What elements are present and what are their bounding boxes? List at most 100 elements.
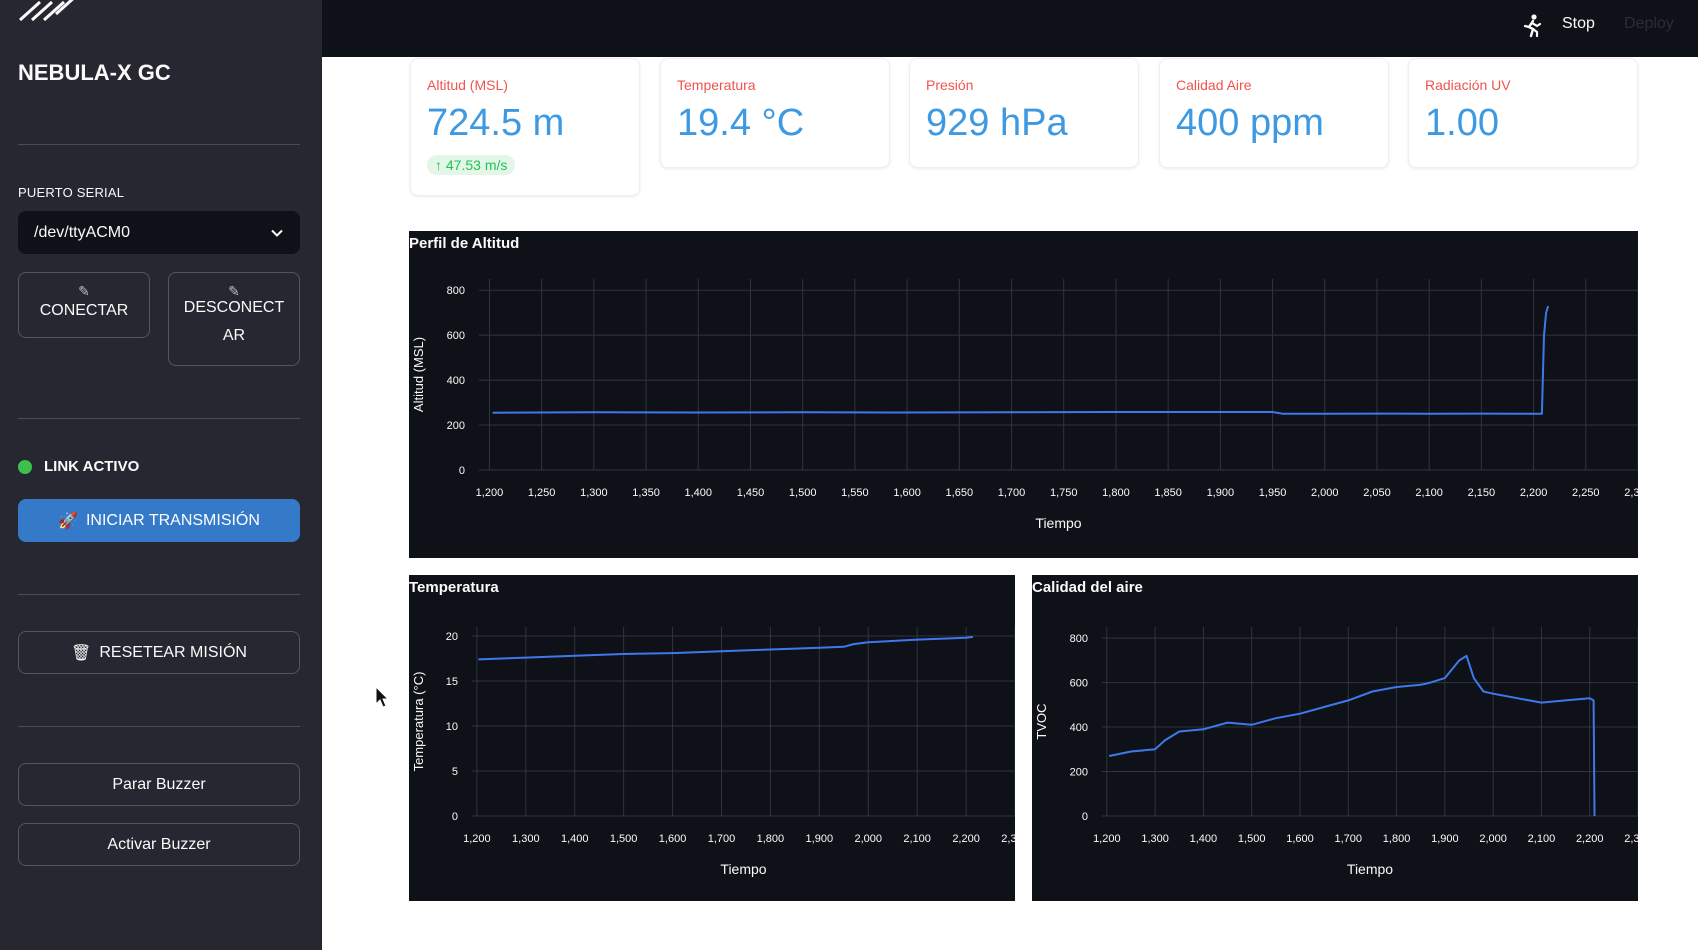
air-quality-chart-plot: 1,200 1,300 1,400 1,500 1,600 1,700 1,800 1,900… <box>1034 627 1638 877</box>
metric-delta: ↑ 47.53 m/s <box>427 155 516 175</box>
plug-icon: ✎ <box>228 283 240 299</box>
rocket-icon: 🚀 <box>58 512 78 530</box>
x-tick-label: 1,450 <box>737 487 765 499</box>
metric-label: Calidad Aire <box>1176 77 1252 93</box>
activate-buzzer-label: Activar Buzzer <box>107 835 211 853</box>
altitude-chart: Perfil de Altitud 1,200 1,250 1,300 1,350 1,… <box>409 231 1638 558</box>
divider <box>18 144 300 145</box>
x-tick-label: 1,350 <box>632 487 660 499</box>
temperature-chart: Temperatura 1,200 1,300 1,400 1,500 1,600 1,7… <box>409 575 1015 901</box>
x-axis-label: Tiempo <box>720 861 766 877</box>
series-line <box>1108 654 1596 817</box>
activate-buzzer-button[interactable]: Activar Buzzer <box>18 823 300 866</box>
x-tick-label: 1,700 <box>1335 833 1363 845</box>
x-tick-label: 1,600 <box>893 487 921 499</box>
metric-value: 1.00 <box>1425 102 1499 144</box>
divider <box>18 418 300 419</box>
start-transmission-label: INICIAR TRANSMISIÓN <box>85 511 260 529</box>
x-tick-label: 1,200 <box>463 833 491 845</box>
air-quality-chart: Calidad del aire 1,200 1,300 1,400 1,500 1,6… <box>1032 575 1638 901</box>
x-tick-label: 1,850 <box>1154 487 1182 499</box>
y-tick-label: 600 <box>1070 678 1088 690</box>
x-tick-label: 1,950 <box>1259 487 1287 499</box>
trash-icon: 🗑 <box>71 644 92 662</box>
y-tick-label: 15 <box>446 676 458 688</box>
x-tick-label: 1,300 <box>1141 833 1169 845</box>
x-tick-label: 2,200 <box>1576 833 1604 845</box>
metric-card-air-quality: Calidad Aire 400 ppm <box>1159 58 1389 168</box>
y-tick-label: 800 <box>447 285 465 297</box>
metric-label: Presión <box>926 77 974 93</box>
reset-mission-button[interactable]: 🗑 RESETEAR MISIÓN <box>18 631 300 674</box>
x-tick-label: 1,800 <box>1102 487 1130 499</box>
x-tick-label: 1,900 <box>806 833 834 845</box>
x-tick-label: 1,650 <box>946 487 974 499</box>
serial-port-label: PUERTO SERIAL <box>18 185 125 200</box>
x-tick-label: 1,600 <box>1286 833 1314 845</box>
x-tick-label: 2,100 <box>1415 487 1443 499</box>
x-tick-label: 1,550 <box>841 487 869 499</box>
connect-button-label: CONECTAR <box>39 302 129 319</box>
y-axis-label: Altitud (MSL) <box>411 337 426 412</box>
connect-button[interactable]: ✎ CONECTAR <box>18 272 150 338</box>
deploy-button[interactable]: Deploy <box>1624 15 1674 32</box>
disconnect-button-label: DESCONECTAR <box>183 299 285 344</box>
x-tick-label: 1,500 <box>1238 833 1266 845</box>
link-status: LINK ACTIVO <box>18 458 139 475</box>
y-tick-label: 800 <box>1070 633 1088 645</box>
logo-icon <box>18 0 74 22</box>
start-transmission-button[interactable]: 🚀 INICIAR TRANSMISIÓN <box>18 499 300 542</box>
x-tick-label: 1,400 <box>1190 833 1218 845</box>
y-tick-label: 5 <box>452 766 458 778</box>
metric-value: 929 hPa <box>926 102 1068 144</box>
series-line <box>492 305 1550 415</box>
x-tick-label: 1,200 <box>1093 833 1121 845</box>
series-line <box>478 635 974 661</box>
x-tick-label: 2,000 <box>1479 833 1507 845</box>
x-tick-label: 2,100 <box>1528 833 1556 845</box>
metric-label: Temperatura <box>677 77 756 93</box>
x-tick-label: 1,200 <box>476 487 504 499</box>
temperature-chart-plot: 1,200 1,300 1,400 1,500 1,600 1,700 1,800 1,900… <box>411 627 1015 877</box>
x-tick-label: 1,750 <box>1050 487 1078 499</box>
stop-button[interactable]: Stop <box>1562 15 1595 32</box>
x-tick-label: 1,900 <box>1207 487 1235 499</box>
stop-buzzer-label: Parar Buzzer <box>112 775 206 793</box>
x-axis-label: Tiempo <box>1035 515 1081 531</box>
y-tick-label: 200 <box>1070 767 1088 779</box>
metric-card-altitude: Altitud (MSL) 724.5 m ↑ 47.53 m/s <box>410 58 640 196</box>
x-tick-label: 2,200 <box>952 833 980 845</box>
metric-value: 724.5 m <box>427 102 565 144</box>
altitude-chart-plot: 1,200 1,250 1,300 1,350 1,400 1,450 1,500 1,550… <box>411 279 1638 531</box>
y-tick-label: 0 <box>1082 811 1088 823</box>
y-tick-label: 200 <box>447 420 465 432</box>
x-tick-label: 1,500 <box>789 487 817 499</box>
y-tick-label: 0 <box>459 465 465 477</box>
sidebar: NEBULA-X GC PUERTO SERIAL /dev/ttyACM0 ✎… <box>0 0 322 950</box>
metric-label: Radiación UV <box>1425 77 1511 93</box>
link-status-label: LINK ACTIVO <box>44 458 140 475</box>
serial-port-value: /dev/ttyACM0 <box>34 223 131 241</box>
serial-port-select[interactable]: /dev/ttyACM0 <box>18 211 300 254</box>
metric-card-pressure: Presión 929 hPa <box>909 58 1139 168</box>
reset-mission-label: RESETEAR MISIÓN <box>99 643 247 661</box>
metric-value: 19.4 °C <box>677 102 805 144</box>
y-axis-label: Temperatura (°C) <box>411 672 426 772</box>
x-tick-label: 2,300 <box>1001 833 1015 845</box>
x-tick-label: 1,600 <box>659 833 687 845</box>
chart-title: Perfil de Altitud <box>409 235 520 252</box>
chart-title: Temperatura <box>409 579 499 596</box>
x-tick-label: 2,300 <box>1624 833 1638 845</box>
x-tick-label: 1,400 <box>685 487 713 499</box>
chevron-down-icon <box>271 229 283 237</box>
x-tick-label: 1,700 <box>708 833 736 845</box>
x-tick-label: 1,500 <box>610 833 638 845</box>
y-tick-label: 600 <box>447 330 465 342</box>
mouse-cursor-icon <box>375 686 390 708</box>
stop-buzzer-button[interactable]: Parar Buzzer <box>18 763 300 806</box>
x-tick-label: 2,000 <box>1311 487 1339 499</box>
disconnect-button[interactable]: ✎ DESCONECTAR <box>168 272 300 366</box>
divider <box>18 594 300 595</box>
app-title: NEBULA-X GC <box>18 60 171 85</box>
x-tick-label: 2,300 <box>1624 487 1638 499</box>
